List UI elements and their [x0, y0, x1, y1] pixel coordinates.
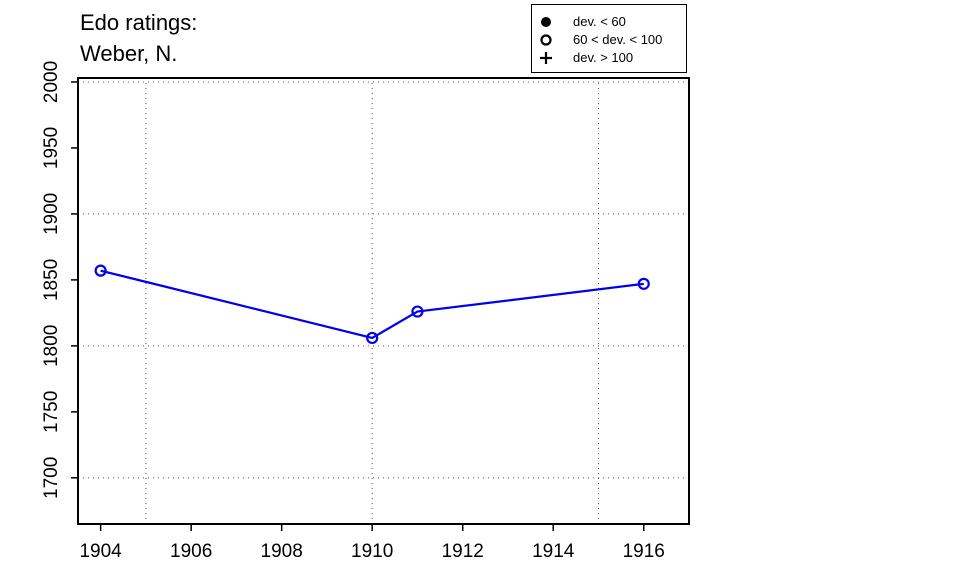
y-tick-label: 1750 — [41, 391, 62, 433]
grid-layer — [78, 78, 689, 524]
y-tick-label: 1850 — [41, 259, 62, 301]
y-tick-label: 1700 — [41, 457, 62, 499]
legend-item-open: 60 < dev. < 100 — [532, 31, 686, 49]
y-tick-label: 1950 — [41, 127, 62, 169]
legend-item-filled: dev. < 60 — [532, 13, 686, 31]
data-point — [411, 305, 424, 318]
y-tick-label: 2000 — [41, 61, 62, 103]
data-point — [94, 264, 107, 277]
legend-label: dev. < 60 — [573, 14, 626, 29]
plus-icon — [540, 52, 552, 64]
y-tick-label: 1800 — [41, 325, 62, 367]
x-tick-label: 1916 — [623, 541, 665, 562]
x-tick-label: 1912 — [442, 541, 484, 562]
x-tick-label: 1914 — [532, 541, 575, 562]
x-tick-label: 1906 — [170, 541, 212, 562]
series-line — [100, 269, 644, 340]
open-circle-icon — [540, 34, 552, 46]
x-tick-label: 1904 — [79, 541, 122, 562]
axis-layer: 1904 1906 1908 1910 1912 1914 1916 1700 1750 1800… — [41, 61, 690, 562]
y-tick-label: 1900 — [41, 193, 62, 235]
filled-circle-icon — [541, 17, 551, 27]
legend-label: dev. > 100 — [573, 50, 634, 65]
chart-legend: dev. < 60 60 < dev. < 100 dev. > 100 — [531, 4, 687, 73]
x-tick-label: 1908 — [261, 541, 303, 562]
plot-frame — [77, 77, 690, 525]
chart-title-line-1: Edo ratings: — [80, 10, 198, 35]
legend-item-plus: dev. > 100 — [532, 49, 686, 67]
data-point — [637, 277, 650, 290]
x-tick-label: 1910 — [351, 541, 393, 562]
legend-label: 60 < dev. < 100 — [573, 32, 663, 47]
series-layer — [94, 264, 650, 345]
data-point — [366, 331, 379, 345]
chart-title-line-2: Weber, N. — [80, 41, 178, 66]
